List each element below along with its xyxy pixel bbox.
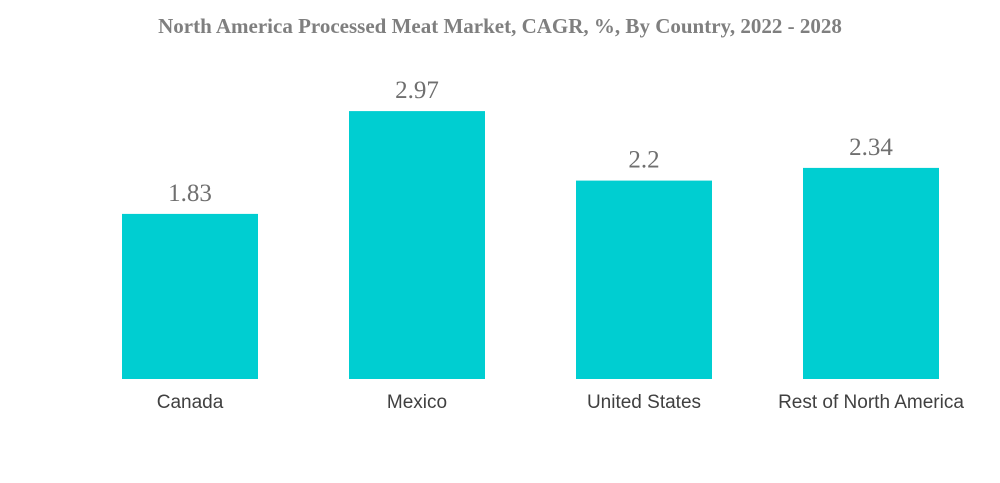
category-label: Rest of North America xyxy=(778,392,964,413)
bar-mexico xyxy=(349,111,485,379)
value-label: 2.2 xyxy=(628,147,659,174)
value-label: 2.34 xyxy=(849,134,893,161)
value-label: 2.97 xyxy=(395,77,439,104)
value-label: 1.83 xyxy=(168,180,212,207)
bar-united-states xyxy=(576,180,712,379)
bar-rest-of-north-america xyxy=(803,167,939,379)
category-label: United States xyxy=(587,392,701,413)
category-label: Mexico xyxy=(387,392,447,413)
chart-title: North America Processed Meat Market, CAG… xyxy=(158,14,842,38)
bar-canada xyxy=(122,213,258,379)
category-label: Canada xyxy=(157,392,224,413)
